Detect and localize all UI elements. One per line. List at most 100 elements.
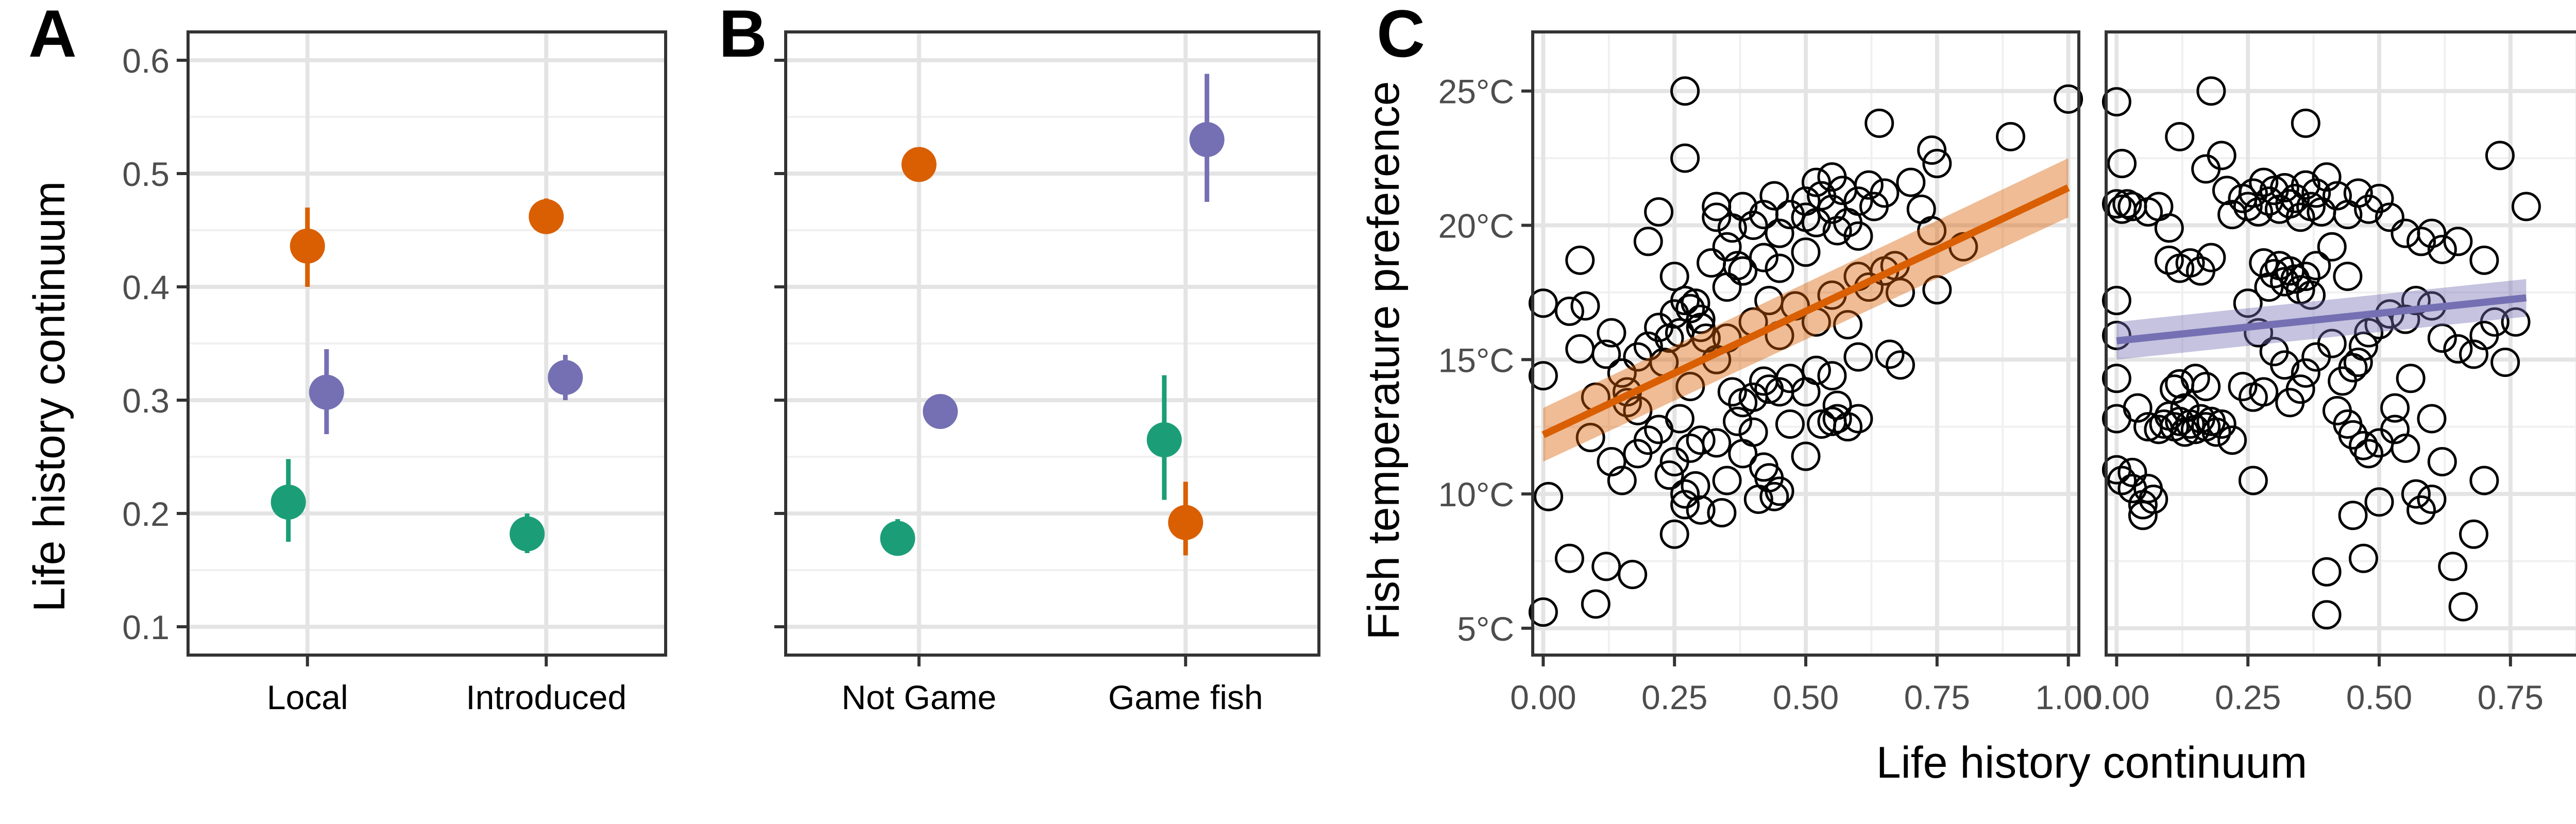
scatter-point: [2291, 262, 2320, 291]
scatter-point: [2249, 377, 2279, 407]
scatter-point: [2427, 234, 2457, 264]
scatter-point: [1817, 162, 1847, 192]
scatter-point: [2469, 245, 2499, 275]
scatter-point: [2154, 245, 2184, 275]
scatter-point: [2480, 307, 2510, 337]
scatter-point: [1843, 342, 1873, 372]
panel-c-xlabel: Life history continuum: [1876, 738, 2308, 787]
scatter-point: [2102, 286, 2131, 316]
y-tick-label: 10°C: [1438, 475, 1514, 513]
scatter-point: [2317, 232, 2347, 262]
scatter-point: [2312, 557, 2342, 587]
scatter-point: [2459, 519, 2488, 549]
scatter-point: [1670, 479, 1700, 509]
scatter-point: [1843, 404, 1873, 434]
scatter-point: [1896, 167, 1926, 197]
scatter-point: [1922, 275, 1952, 305]
scatter-point: [1654, 460, 1684, 490]
scatter-point: [1686, 495, 1716, 525]
scatter-point: [1570, 291, 1600, 321]
scatter-point: [1534, 482, 1564, 511]
scatter-point: [2343, 178, 2373, 208]
scatter-point: [1607, 466, 1637, 495]
scatter-point: [2501, 307, 2531, 337]
scatter-point: [1738, 211, 1768, 241]
x-tick-label: 0.75: [2478, 678, 2544, 716]
data-point: [548, 360, 583, 395]
panel-border: [2105, 30, 2576, 657]
regression-line: [1541, 184, 2070, 438]
scatter-point: [1675, 294, 1705, 323]
panel-b-life-history-by-game-status: B Not Game Game fish: [719, 0, 1320, 716]
scatter-point: [2380, 393, 2410, 423]
scatter-point: [2133, 412, 2163, 442]
scatter-point: [1717, 377, 1747, 407]
x-tick-label: 0.00: [2083, 678, 2149, 716]
scatter-point: [2107, 466, 2137, 495]
panel-b-letter: B: [719, 0, 767, 71]
scatter-point: [2285, 374, 2315, 404]
y-tick-label: 0.6: [122, 42, 170, 80]
scatter-point: [1875, 339, 1905, 369]
scatter-point: [1659, 262, 1689, 291]
scatter-point: [2102, 320, 2131, 350]
scatter-point: [2401, 479, 2431, 509]
x-tick-label: 0.25: [1641, 678, 1707, 716]
scatter-point: [2270, 350, 2300, 380]
data-point: [510, 516, 545, 552]
scatter-point: [2417, 218, 2447, 248]
panel-c-facet-left: 0.00 0.25 0.50 0.75 1.00 5°C 10°C 15°C 20°C 25°C: [1438, 30, 2102, 716]
scatter-point: [2102, 87, 2131, 117]
scatter-point: [2285, 202, 2315, 232]
scatter-point: [1775, 409, 1805, 439]
scatter-point: [1885, 278, 1915, 307]
scatter-point: [1665, 318, 1694, 348]
panel-c-facet-right: 0.000.250.500.751.00: [2083, 30, 2576, 716]
y-tick-label: 0.4: [122, 268, 170, 306]
scatter-point: [1922, 149, 1952, 179]
data-point: [1168, 505, 1204, 540]
scatter-point: [1665, 404, 1694, 434]
scatter-point: [2375, 202, 2404, 232]
scatter-point: [2249, 248, 2279, 278]
scatter-point: [1644, 197, 1674, 227]
scatter-point: [1554, 296, 1584, 326]
scatter-point: [2244, 197, 2274, 227]
scatter-point: [2112, 189, 2142, 219]
scatter-point: [1791, 237, 1821, 267]
x-tick-label: 0.75: [1904, 678, 1970, 716]
scatter-point: [2233, 288, 2263, 318]
panel-a-ylabel: Life history continuum: [25, 181, 74, 612]
scatter-point: [2154, 213, 2184, 243]
scatter-point: [1817, 361, 1847, 391]
scatter-point: [1728, 256, 1758, 286]
data-point: [880, 521, 916, 556]
scatter-point: [1565, 245, 1595, 275]
scatter-point: [2196, 243, 2226, 272]
scatter-point: [2291, 108, 2320, 138]
scatter-point: [2443, 227, 2473, 256]
scatter-point: [2427, 447, 2457, 476]
scatter-point: [1749, 243, 1778, 272]
scatter-point: [2165, 369, 2195, 399]
y-tick-label: 5°C: [1457, 610, 1514, 648]
scatter-point: [2380, 415, 2410, 444]
scatter-point: [2301, 251, 2331, 281]
scatter-point: [1833, 310, 1863, 339]
panel-a-life-history-by-origin: A Life history continuum 0.1 0.2 0.3 0.4 0.5…: [25, 0, 667, 716]
scatter-point: [1581, 589, 1611, 619]
scatter-point: [2401, 286, 2431, 316]
y-tick-label: 25°C: [1438, 73, 1514, 111]
scatter-point: [1728, 439, 1758, 469]
y-tick-label: 20°C: [1438, 207, 1514, 245]
scatter-point: [1686, 425, 1716, 455]
scatter-point: [2175, 248, 2205, 278]
x-tick-label: Not Game: [841, 678, 996, 716]
data-point: [529, 199, 564, 234]
scatter-point: [1697, 248, 1726, 278]
y-tick-label: 0.2: [122, 495, 170, 533]
scatter-point: [1659, 447, 1689, 476]
scatter-point: [1686, 313, 1716, 342]
scatter-point: [1723, 406, 1752, 436]
panel-c-letter: C: [1377, 0, 1425, 71]
